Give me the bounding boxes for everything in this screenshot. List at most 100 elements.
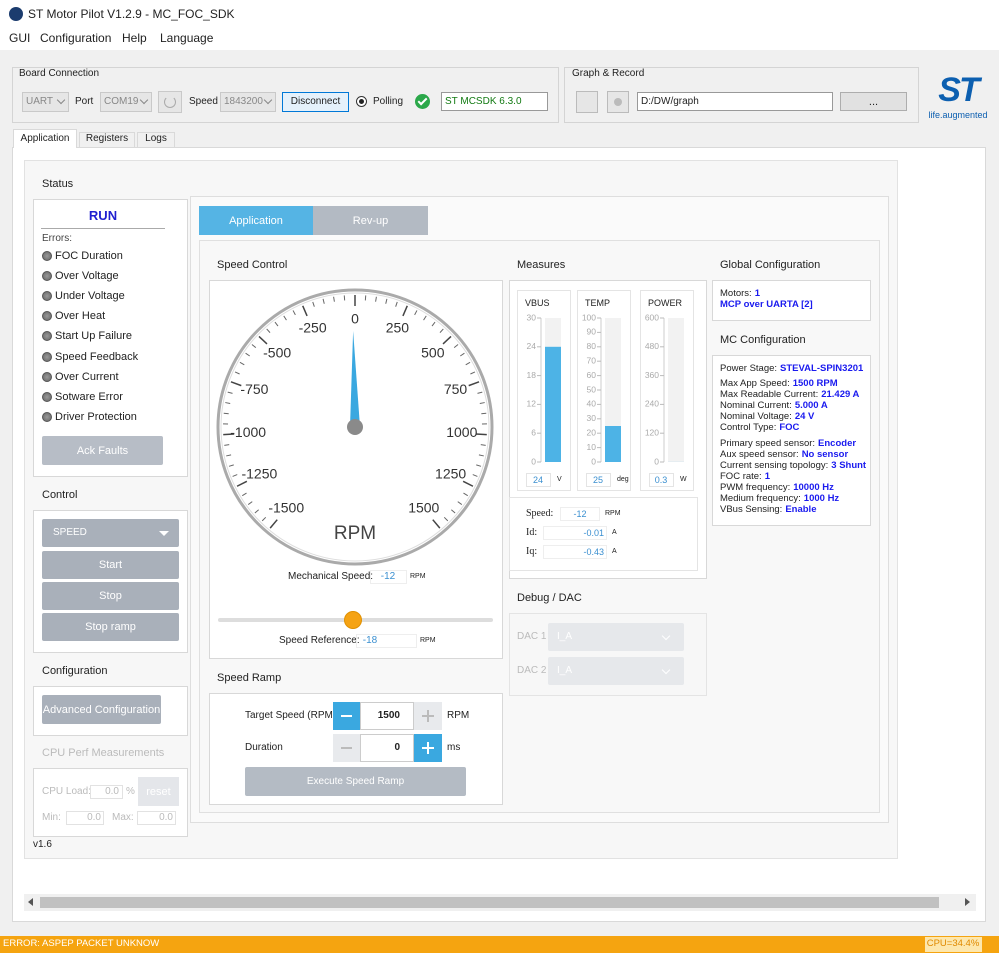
label: V — [557, 476, 562, 483]
section-title: Status — [42, 178, 74, 190]
subtab[interactable] — [199, 206, 313, 235]
config-line: Aux speed sensor: No sensor — [720, 449, 870, 461]
scroll-right[interactable] — [965, 898, 970, 906]
gauge-name: POWER — [648, 298, 683, 308]
combo-value[interactable]: COM19 — [104, 96, 139, 107]
text-box — [137, 811, 176, 825]
label: RPM — [420, 637, 436, 644]
text-box — [560, 507, 600, 521]
menu-item[interactable]: Configuration — [40, 31, 112, 45]
text-box[interactable] — [356, 634, 417, 648]
label: Target Speed (RPM) — [245, 710, 337, 721]
subtab-label[interactable]: Application — [229, 214, 283, 227]
error-label: Driver Protection — [55, 410, 137, 423]
config-line: Nominal Current: 5.000 A — [720, 400, 870, 412]
button-label[interactable]: Start — [98, 559, 123, 571]
section-title: Measures — [517, 259, 566, 271]
button-label[interactable]: reset — [146, 785, 171, 798]
number-input[interactable] — [360, 702, 414, 730]
text-box[interactable] — [637, 92, 833, 111]
scroll-thumb[interactable] — [40, 897, 939, 908]
button[interactable] — [138, 777, 179, 806]
config-text: Medium frequency: — [720, 493, 801, 504]
status-box — [33, 199, 188, 477]
label: Id: — [526, 527, 538, 538]
button[interactable] — [42, 695, 161, 724]
label: DAC 1 — [517, 631, 547, 642]
button-label[interactable]: Advanced Configuration — [42, 703, 161, 716]
menu-item[interactable]: Help — [122, 31, 147, 45]
label: Errors: — [42, 233, 72, 244]
tab[interactable] — [79, 132, 135, 147]
combo-value[interactable]: 1843200 — [224, 96, 263, 107]
subtab[interactable] — [313, 206, 428, 235]
status-led — [42, 291, 52, 302]
refresh-icon — [164, 96, 176, 108]
text-box — [526, 473, 551, 487]
button-label[interactable]: Ack Faults — [76, 444, 129, 457]
config-text: Nominal Voltage: — [720, 411, 792, 422]
config-line: Primary speed sensor: Encoder — [720, 438, 870, 450]
mode-dropdown-label[interactable]: SPEED — [53, 527, 87, 538]
button[interactable] — [42, 436, 163, 465]
status-led — [42, 391, 52, 402]
group-box — [564, 67, 919, 123]
number-input[interactable] — [360, 734, 414, 762]
scroll-left[interactable] — [28, 898, 33, 906]
combo-box[interactable] — [548, 657, 684, 685]
config-text: Control Type: — [720, 422, 777, 433]
button-label[interactable]: Disconnect — [290, 96, 341, 107]
graph-button[interactable] — [576, 91, 598, 113]
error-label: Over Voltage — [55, 270, 119, 283]
combo-box[interactable] — [100, 92, 152, 112]
tab-label[interactable]: Application — [20, 133, 70, 144]
tab-label[interactable]: Registers — [85, 133, 129, 144]
minus-icon — [341, 747, 352, 749]
button[interactable] — [42, 551, 179, 579]
group-box — [12, 67, 559, 123]
config-line: Nominal Voltage: 24 V — [720, 411, 870, 423]
button[interactable] — [282, 92, 349, 112]
section-title: Configuration — [42, 665, 108, 677]
text-box — [66, 811, 104, 825]
sdk-version: ST MCSDK 6.3.0 — [445, 96, 522, 107]
button[interactable] — [42, 613, 179, 641]
subtab-label[interactable]: Rev-up — [352, 214, 389, 227]
text-box — [441, 92, 548, 111]
mode-dropdown[interactable] — [42, 519, 179, 547]
button[interactable] — [245, 767, 466, 796]
error-label: Over Current — [55, 370, 119, 383]
combo-box[interactable] — [548, 623, 684, 651]
menu-item[interactable]: GUI — [9, 31, 31, 45]
combo-box[interactable] — [22, 92, 69, 112]
button-label[interactable]: Stop ramp — [85, 621, 136, 633]
error-label: Speed Feedback — [55, 350, 139, 363]
config-text: 10000 Hz — [793, 482, 834, 493]
menu-item[interactable]: Language — [160, 31, 214, 45]
error-label: Sotware Error — [55, 390, 123, 403]
status-bar — [0, 936, 999, 953]
section-title: CPU Perf Measurements — [42, 747, 165, 759]
button[interactable] — [42, 582, 179, 610]
slider-knob[interactable] — [344, 611, 362, 629]
button-label[interactable]: Stop — [99, 590, 122, 602]
config-text: Nominal Current: — [720, 400, 792, 411]
label: Duration — [245, 742, 283, 753]
button-label[interactable]: ... — [868, 95, 879, 108]
gauge-value: 25 — [592, 475, 604, 485]
button-label[interactable]: Execute Speed Ramp — [306, 775, 405, 787]
tab-label[interactable]: Logs — [145, 133, 167, 144]
gauge-name: TEMP — [585, 298, 611, 308]
label: ms — [447, 742, 461, 753]
combo-value[interactable]: UART — [26, 96, 54, 107]
tab[interactable] — [137, 132, 175, 147]
config-text: Max App Speed: — [720, 378, 790, 389]
label: RPM — [605, 510, 621, 517]
version: v1.6 — [33, 839, 52, 850]
combo-box[interactable] — [220, 92, 276, 112]
tab[interactable] — [13, 129, 77, 148]
value: -12 — [573, 509, 587, 519]
button[interactable] — [840, 92, 907, 111]
section-title: Speed Control — [217, 259, 288, 271]
